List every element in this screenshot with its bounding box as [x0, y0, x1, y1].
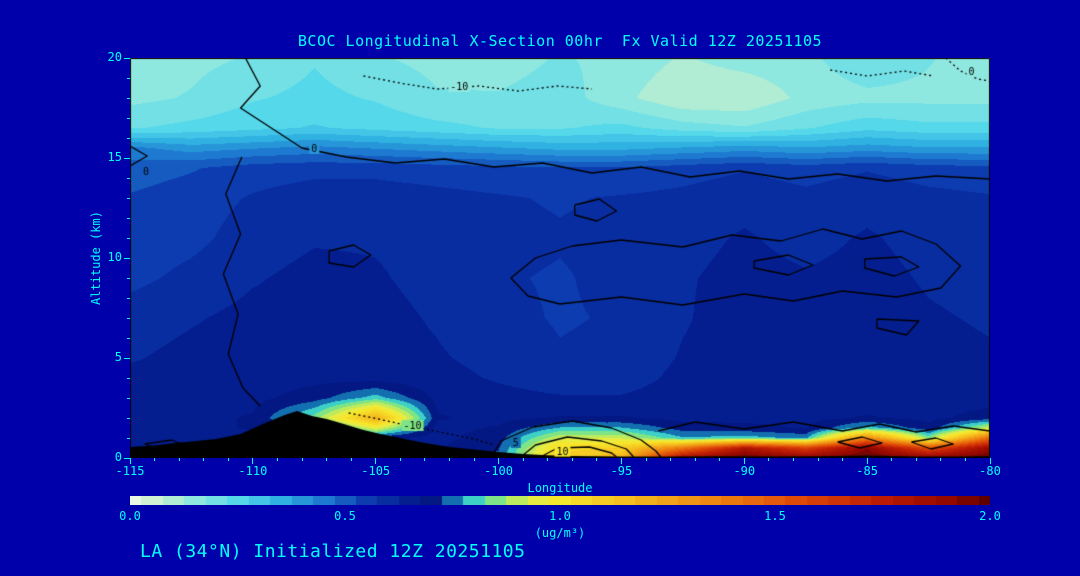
chart-title: BCOC Longitudinal X-Section 00hr Fx Vali… [297, 32, 823, 50]
x-axis-minor-tick [203, 458, 205, 461]
x-tick-label: -80 [979, 464, 1001, 478]
x-axis-minor-tick [399, 458, 401, 461]
y-axis-minor-tick [127, 297, 130, 299]
y-axis-minor-tick [127, 377, 130, 379]
y-axis-tick [124, 57, 130, 59]
x-axis-minor-tick [178, 458, 180, 461]
y-axis-tick [124, 457, 130, 459]
x-axis-tick [989, 458, 991, 464]
y-axis-minor-tick [127, 117, 130, 119]
x-axis-minor-tick [915, 458, 917, 461]
x-axis-minor-tick [154, 458, 156, 461]
x-axis-minor-tick [792, 458, 794, 461]
x-axis-minor-tick [547, 458, 549, 461]
y-axis-minor-tick [127, 97, 130, 99]
x-axis-minor-tick [596, 458, 598, 461]
x-axis-minor-tick [817, 458, 819, 461]
x-axis-minor-tick [571, 458, 573, 461]
x-tick-label: -115 [115, 464, 145, 478]
colorbar-tick-label: 0.5 [334, 509, 356, 523]
x-axis-minor-tick [842, 458, 844, 461]
x-axis-minor-tick [891, 458, 893, 461]
init-caption: LA (34°N) Initialized 12Z 20251105 [140, 541, 526, 562]
x-axis-minor-tick [424, 458, 426, 461]
x-tick-label: -105 [361, 464, 391, 478]
y-axis-tick [124, 357, 130, 359]
y-axis-minor-tick [127, 437, 130, 439]
x-axis-minor-tick [473, 458, 475, 461]
colorbar-tick-label: 2.0 [979, 509, 1001, 523]
y-tick-label: 20 [107, 50, 122, 64]
x-axis-minor-tick [522, 458, 524, 461]
x-axis-minor-tick [719, 458, 721, 461]
x-axis-tick [498, 458, 500, 464]
x-axis-minor-tick [768, 458, 770, 461]
x-tick-label: -90 [733, 464, 756, 478]
x-axis-minor-tick [940, 458, 942, 461]
x-tick-label: -110 [238, 464, 268, 478]
x-axis-tick [620, 458, 622, 464]
y-axis-minor-tick [127, 337, 130, 339]
y-tick-label: 5 [114, 350, 122, 364]
x-axis-minor-tick [301, 458, 303, 461]
x-tick-label: -100 [484, 464, 514, 478]
colorbar-tick-label: 1.5 [764, 509, 786, 523]
x-tick-label: -95 [610, 464, 633, 478]
x-axis-minor-tick [326, 458, 328, 461]
y-tick-label: 10 [107, 250, 122, 264]
x-axis-tick [866, 458, 868, 464]
colorbar-units-label: (ug/m³) [534, 526, 586, 540]
y-axis-minor-tick [127, 137, 130, 139]
y-axis-minor-tick [127, 177, 130, 179]
x-axis-minor-tick [670, 458, 672, 461]
x-axis-minor-tick [448, 458, 450, 461]
y-axis-minor-tick [127, 277, 130, 279]
y-tick-label: 0 [114, 450, 122, 464]
colorbar-tick-label: 0.0 [119, 509, 141, 523]
y-axis-minor-tick [127, 77, 130, 79]
colorbar-canvas [130, 496, 990, 505]
y-axis-tick [124, 157, 130, 159]
x-axis-minor-tick [350, 458, 352, 461]
colorbar-tick-label: 1.0 [549, 509, 571, 523]
y-axis-minor-tick [127, 317, 130, 319]
y-axis-minor-tick [127, 417, 130, 419]
x-axis-title: Longitude [527, 481, 593, 495]
x-axis-minor-tick [645, 458, 647, 461]
y-axis-minor-tick [127, 197, 130, 199]
x-axis-tick [375, 458, 377, 464]
y-axis-minor-tick [127, 397, 130, 399]
x-axis-tick [129, 458, 131, 464]
x-tick-label: -85 [856, 464, 878, 478]
x-axis-tick [252, 458, 254, 464]
y-axis-tick [124, 257, 130, 259]
x-axis-tick [743, 458, 745, 464]
y-axis-minor-tick [127, 237, 130, 239]
x-axis-minor-tick [227, 458, 229, 461]
x-axis-minor-tick [276, 458, 278, 461]
y-axis-minor-tick [127, 217, 130, 219]
xsection-plot-canvas [130, 58, 990, 458]
y-tick-label: 15 [107, 150, 122, 164]
x-axis-minor-tick [694, 458, 696, 461]
x-axis-minor-tick [964, 458, 966, 461]
